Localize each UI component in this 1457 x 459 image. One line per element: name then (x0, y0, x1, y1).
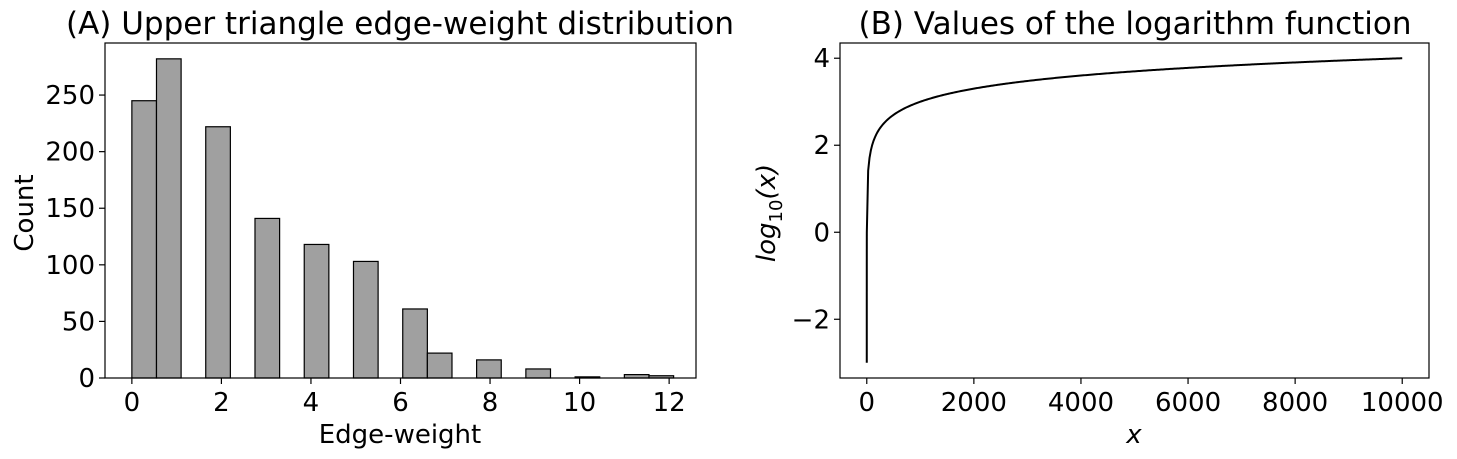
chart-b-y-label-arg: (x) (752, 164, 782, 200)
x-tick-label: 10000 (1361, 388, 1444, 418)
chart-b-x-ticks: 0 2000 4000 6000 8000 10000 (858, 378, 1444, 418)
histogram-bar (155, 58, 182, 379)
chart-b-log-curve (865, 57, 1403, 363)
chart-b-axes-frame (839, 42, 1430, 379)
histogram-bar (303, 243, 330, 379)
x-tick-label: 12 (653, 388, 686, 418)
histogram-bar (131, 100, 158, 379)
y-tick-label: 2 (813, 131, 830, 161)
x-tick-label: 0 (124, 388, 141, 418)
chart-b-y-label: log10(x) (752, 164, 787, 262)
histogram-bar (426, 352, 453, 379)
y-tick-label: 200 (45, 138, 95, 168)
y-tick-label: 0 (78, 364, 95, 394)
x-tick-label: 8000 (1262, 388, 1328, 418)
x-tick-label: 0 (858, 388, 875, 418)
histogram-bar (476, 359, 502, 379)
chart-b-title: (B) Values of the logarithm function (858, 6, 1411, 42)
histogram-bar (525, 368, 552, 379)
x-tick-label: 4000 (1048, 388, 1114, 418)
x-tick-label: 4 (303, 388, 320, 418)
y-tick-label: 50 (62, 307, 95, 337)
chart-b: (B) Values of the logarithm function 0 20… (752, 6, 1444, 450)
y-tick-label: 0 (813, 218, 830, 248)
y-tick-label: 150 (45, 194, 95, 224)
y-tick-label: 4 (813, 44, 830, 74)
x-tick-label: 6000 (1155, 388, 1221, 418)
x-tick-label: 6 (392, 388, 409, 418)
chart-a-y-ticks: 0 50 100 150 200 250 (45, 81, 105, 394)
x-tick-label: 8 (482, 388, 499, 418)
chart-b-y-ticks: −2 0 2 4 (792, 44, 840, 335)
y-tick-label: −2 (792, 305, 830, 335)
chart-a-x-ticks: 0 2 4 6 8 10 12 (124, 378, 686, 418)
x-tick-label: 10 (563, 388, 596, 418)
chart-a-x-label: Edge-weight (319, 420, 481, 450)
chart-b-x-label: x (1125, 420, 1142, 450)
chart-a-title: (A) Upper triangle edge-weight distribut… (66, 6, 734, 42)
histogram-bar (402, 308, 428, 379)
histogram-bar (254, 217, 281, 379)
histogram-bar (205, 126, 231, 379)
chart-a-bars (131, 58, 675, 379)
chart-a-axes-frame (104, 42, 697, 379)
histogram-bar (352, 260, 379, 379)
chart-b-y-label-log: log (752, 222, 782, 262)
chart-b-y-label-sub: 10 (766, 200, 787, 223)
chart-a: (A) Upper triangle edge-weight distribut… (10, 6, 734, 450)
x-tick-label: 2000 (941, 388, 1007, 418)
y-tick-label: 250 (45, 81, 95, 111)
chart-a-y-label: Count (10, 174, 40, 251)
x-tick-label: 2 (213, 388, 230, 418)
y-tick-label: 100 (45, 251, 95, 281)
